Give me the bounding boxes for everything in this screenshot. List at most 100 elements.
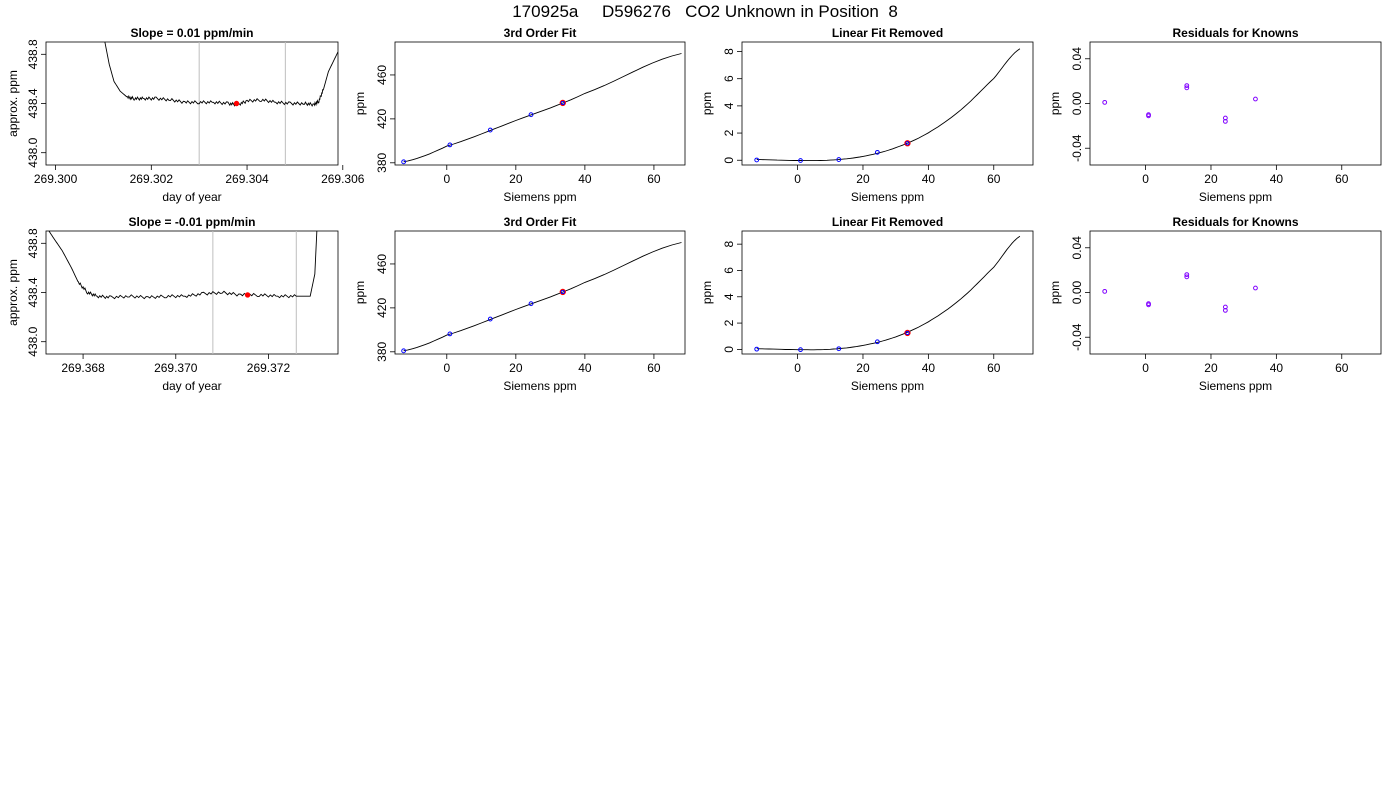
y-tick-label: -0.04 <box>1070 323 1084 351</box>
y-tick-label: -0.04 <box>1070 134 1084 162</box>
x-axis-label: Siemens ppm <box>503 379 576 393</box>
data-point <box>447 331 453 337</box>
x-tick-label: 20 <box>509 361 523 375</box>
panel-title: Linear Fit Removed <box>832 215 943 229</box>
y-tick-label: 4 <box>722 102 736 109</box>
x-tick-label: 60 <box>987 172 1001 186</box>
chart-panel-3: Linear Fit Removed 0 20 40 60 0 2 4 6 8 Siemens pp… <box>700 26 1034 204</box>
data-point <box>874 149 880 155</box>
plot-frame <box>1089 230 1382 355</box>
data-point <box>1222 307 1228 313</box>
y-axis-label: ppm <box>1048 92 1062 115</box>
chart-panel-1: Slope = 0.01 ppm/min 269.300 269.302 269.30… <box>6 26 365 204</box>
data-point <box>1184 83 1190 89</box>
data-point <box>1102 99 1108 105</box>
x-tick-label: 269.368 <box>61 361 105 375</box>
x-tick-label: 60 <box>987 361 1001 375</box>
plot-frame <box>1089 41 1382 166</box>
x-tick-label: 20 <box>509 172 523 186</box>
x-tick-label: 0 <box>794 172 801 186</box>
data-point <box>1253 96 1258 102</box>
panel-title: Slope = 0.01 ppm/min <box>130 26 253 40</box>
y-tick-label: 460 <box>375 65 389 85</box>
x-tick-label: 20 <box>856 172 870 186</box>
fit-curve <box>403 53 682 163</box>
unknown-sample-point <box>559 288 566 296</box>
data-point <box>798 158 803 163</box>
data-point <box>401 159 407 165</box>
chart-panel-5: Slope = -0.01 ppm/min 269.368 269.370 269.3… <box>6 215 339 393</box>
series-line <box>48 231 318 300</box>
plot-area <box>401 53 682 165</box>
x-tick-label: 20 <box>1204 172 1218 186</box>
y-axis-label: ppm <box>700 281 714 304</box>
x-axis-label: Siemens ppm <box>1199 379 1272 393</box>
y-tick-label: 8 <box>722 48 736 55</box>
data-point <box>1102 288 1108 294</box>
x-tick-label: 20 <box>856 361 870 375</box>
panel-title: 3rd Order Fit <box>504 26 577 40</box>
x-tick-label: 269.372 <box>247 361 291 375</box>
x-tick-label: 269.306 <box>321 172 365 186</box>
plot-area <box>401 242 682 354</box>
x-tick-label: 0 <box>443 361 450 375</box>
y-tick-label: 438.0 <box>26 137 40 167</box>
x-tick-label: 20 <box>1204 361 1218 375</box>
chart-panel-2: 3rd Order Fit 0 20 40 60 380 420 460 Siemens ppm… <box>353 26 686 204</box>
data-point <box>754 346 760 352</box>
y-tick-label: 420 <box>375 298 389 318</box>
x-tick-label: 60 <box>1335 361 1349 375</box>
data-point <box>836 346 842 352</box>
data-point <box>1184 85 1190 91</box>
unknown-sample-inner <box>905 141 910 146</box>
plot-area <box>48 231 318 354</box>
y-tick-label: 0.04 <box>1070 236 1084 260</box>
plot-area <box>1102 83 1258 124</box>
highlight-point <box>233 100 240 107</box>
x-tick-label: 269.300 <box>34 172 78 186</box>
chart-panel-4: Residuals for Knowns 0 20 40 60 -0.04 0.00 0.04… <box>1048 26 1382 204</box>
panel-title: 3rd Order Fit <box>504 215 577 229</box>
data-point <box>874 339 880 345</box>
plot-frame <box>394 230 686 355</box>
x-tick-label: 40 <box>922 172 936 186</box>
y-tick-label: 0.04 <box>1070 47 1084 71</box>
data-point <box>528 112 534 118</box>
y-tick-label: 438.8 <box>26 39 40 69</box>
y-tick-label: 6 <box>722 267 736 274</box>
x-axis-label: day of year <box>162 190 221 204</box>
x-axis-label: Siemens ppm <box>851 190 924 204</box>
data-point <box>836 157 842 162</box>
fit-curve <box>403 242 682 352</box>
data-point <box>447 142 453 148</box>
y-axis-label: approx. ppm <box>6 259 20 326</box>
panel-title: Slope = -0.01 ppm/min <box>128 215 255 229</box>
x-tick-label: 40 <box>578 172 592 186</box>
plot-frame <box>741 230 1034 355</box>
unknown-sample-inner <box>560 100 565 105</box>
x-axis-label: Siemens ppm <box>503 190 576 204</box>
chart-panel-8: Residuals for Knowns 0 20 40 60 -0.04 0.00 0.04… <box>1048 215 1382 393</box>
x-tick-label: 60 <box>1335 172 1349 186</box>
y-tick-label: 438.4 <box>26 88 40 118</box>
data-point <box>487 127 493 133</box>
data-point <box>1184 272 1190 278</box>
chart-panel-6: 3rd Order Fit 0 20 40 60 380 420 460 Siemens ppm… <box>353 215 686 393</box>
plot-frame <box>741 41 1034 166</box>
plot-frame <box>394 41 686 166</box>
unknown-sample-inner <box>560 289 565 294</box>
y-axis-label: ppm <box>1048 281 1062 304</box>
plot-area <box>754 48 1021 163</box>
data-point <box>1146 302 1151 308</box>
fit-curve <box>756 48 1021 162</box>
data-point <box>1184 274 1190 280</box>
x-tick-label: 0 <box>1142 361 1149 375</box>
y-tick-label: 6 <box>722 75 736 82</box>
data-point <box>1253 285 1258 291</box>
y-axis-label: ppm <box>700 92 714 115</box>
plot-area <box>104 42 338 165</box>
data-point <box>401 348 407 354</box>
panel-title: Residuals for Knowns <box>1172 26 1298 40</box>
panel-title: Linear Fit Removed <box>832 26 943 40</box>
